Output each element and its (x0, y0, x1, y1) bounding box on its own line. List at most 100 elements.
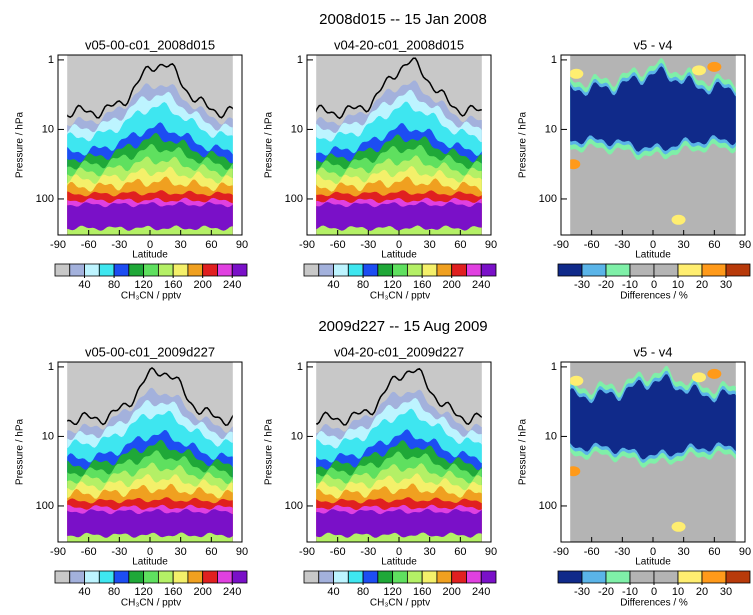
x-tick-label: 30 (678, 239, 690, 251)
panel-title: v5 - v4 (633, 344, 672, 359)
y-tick-label: 10 (291, 123, 303, 135)
colorbar-swatch (605, 570, 631, 584)
y-tick-label: 100 (36, 500, 54, 512)
contour-blob (570, 375, 584, 386)
colorbar-tick-label: -30 (574, 279, 590, 291)
y-tick-label: 100 (36, 193, 54, 205)
x-tick-label: -30 (360, 239, 376, 251)
x-tick-label: -60 (81, 546, 97, 558)
colorbar-tick-label: 160 (164, 586, 182, 598)
contour-blob (671, 521, 686, 532)
colorbar-swatch (128, 570, 145, 584)
y-axis-label: Pressure / hPa (264, 418, 275, 485)
colorbar-tick-label: 240 (472, 586, 490, 598)
colorbar-swatch (629, 263, 655, 277)
colorbar-tick-label: 0 (651, 279, 657, 291)
y-tick-label: 1 (551, 54, 557, 66)
colorbar-swatch (629, 570, 655, 584)
panel: v04-20-c01_2009d227 -90 -60 -30 0 30 60 90 1 10 10… (264, 344, 497, 608)
x-axis-label: Latitude (381, 250, 417, 261)
colorbar-swatch (466, 263, 482, 277)
colorbar-swatch (187, 570, 204, 584)
colorbar-swatch (113, 570, 130, 584)
y-tick-label: 100 (285, 193, 303, 205)
x-tick-label: 60 (454, 239, 466, 251)
x-tick-label: 60 (708, 546, 720, 558)
y-axis-label: Pressure / hPa (518, 111, 529, 178)
colorbar-swatch (436, 570, 453, 584)
x-tick-label: 30 (175, 239, 187, 251)
x-tick-label: -90 (299, 239, 315, 251)
colorbar-swatch (98, 263, 115, 277)
y-tick-label: 1 (297, 361, 303, 373)
x-tick-label: -30 (614, 546, 630, 558)
panel: v04-20-c01_2008d015 -90 -60 -30 0 30 60 90 1 10 10… (264, 37, 497, 301)
x-tick-label: -30 (111, 239, 127, 251)
colorbar-swatch (406, 570, 423, 584)
colorbar-tick-label: 240 (472, 279, 490, 291)
colorbar-swatch (333, 570, 349, 584)
colorbar-swatch (451, 570, 467, 584)
panel-title: v05-00-c01_2008d015 (85, 37, 215, 52)
colorbar-tick-label: 30 (720, 586, 732, 598)
colorbar-swatch (202, 570, 218, 584)
field (570, 362, 736, 542)
colorbar-swatch (172, 570, 189, 584)
x-tick-label: 0 (650, 239, 656, 251)
x-tick-label: 60 (205, 239, 217, 251)
colorbar-swatch (701, 263, 727, 277)
panel-title: v04-20-c01_2008d015 (334, 37, 464, 52)
contour-blob (570, 466, 581, 477)
colorbar-tick-label: 240 (223, 279, 241, 291)
x-tick-label: 60 (454, 546, 466, 558)
x-tick-label: 90 (236, 546, 248, 558)
x-tick-label: 60 (708, 239, 720, 251)
colorbar-swatch (231, 263, 248, 277)
contour-line (316, 57, 482, 120)
contour-blob (570, 68, 584, 79)
colorbar-swatch (436, 263, 453, 277)
y-axis-label: Pressure / hPa (15, 418, 26, 485)
colorbar-tick-label: 120 (383, 586, 401, 598)
colorbar-swatch (557, 570, 583, 584)
y-tick-label: 10 (42, 123, 54, 135)
colorbar-swatch (605, 263, 631, 277)
x-tick-label: 90 (485, 239, 497, 251)
contour-blob (671, 214, 686, 225)
colorbar-swatch (466, 570, 482, 584)
colorbar-swatch (377, 570, 394, 584)
colorbar-tick-label: -30 (574, 586, 590, 598)
contour-band (570, 374, 736, 460)
colorbar-swatch (451, 263, 467, 277)
colorbar-label: CH₃CN / pptv (121, 598, 181, 609)
colorbar-tick-label: 200 (443, 586, 461, 598)
panel: v5 - v4-90 -60 -30 0 30 60 90110100LatitudePre… (518, 344, 751, 608)
colorbar-tick-label: -20 (598, 586, 614, 598)
colorbar-tick-label: 120 (383, 279, 401, 291)
colorbar-swatch (581, 263, 607, 277)
colorbar-swatch (157, 263, 174, 277)
colorbar-swatch (157, 570, 174, 584)
contour-line (67, 366, 233, 427)
x-axis-label: Latitude (132, 557, 168, 568)
colorbar-tick-label: 20 (696, 586, 708, 598)
colorbar-tick-label: 80 (108, 586, 120, 598)
contour-band (316, 201, 482, 235)
colorbar-swatch (187, 263, 204, 277)
y-tick-label: 100 (539, 500, 557, 512)
colorbar-swatch (303, 570, 320, 584)
x-tick-label: -90 (553, 546, 569, 558)
contour-line (67, 63, 233, 119)
colorbar-swatch (725, 263, 751, 277)
colorbar-tick-label: 40 (78, 279, 90, 291)
y-tick-label: 10 (545, 430, 557, 442)
y-tick-label: 10 (545, 123, 557, 135)
y-tick-label: 1 (297, 54, 303, 66)
x-axis-label: Latitude (381, 557, 417, 568)
colorbar-swatch (98, 570, 115, 584)
colorbar-swatch (347, 263, 364, 277)
contour-line (316, 367, 482, 426)
x-tick-label: 90 (739, 239, 751, 251)
colorbar-swatch (231, 570, 248, 584)
y-axis-label: Pressure / hPa (15, 111, 26, 178)
